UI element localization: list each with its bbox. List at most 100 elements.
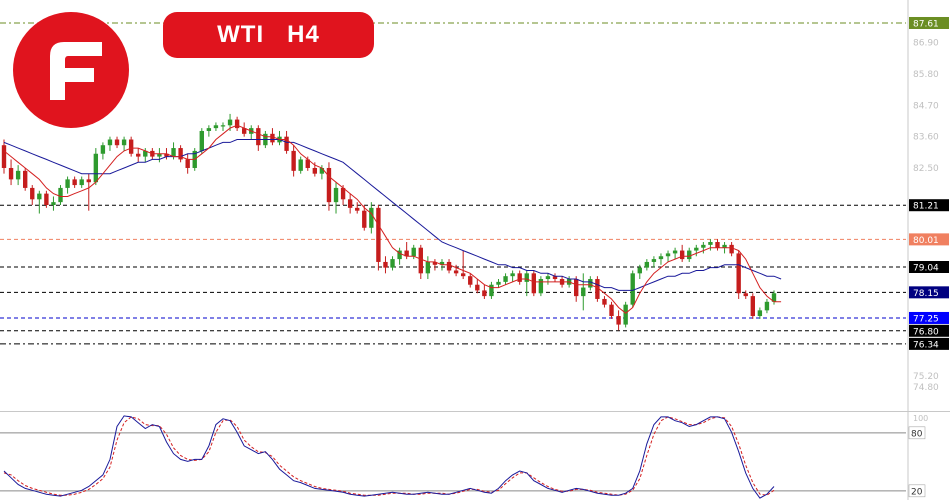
price-tick-label: 82.50 xyxy=(913,164,939,174)
candle-body xyxy=(51,202,56,205)
candle-body xyxy=(665,253,671,257)
candle-body xyxy=(227,119,233,126)
candle-body xyxy=(178,148,183,160)
candle-body xyxy=(86,179,91,183)
candle-body xyxy=(128,139,134,154)
candle-body xyxy=(687,250,692,260)
candle-body xyxy=(1,145,7,168)
candle-body xyxy=(143,150,148,157)
stoch-level-label: 20 xyxy=(911,487,923,497)
ma-fast-line xyxy=(3,124,782,314)
candle-body xyxy=(468,276,473,285)
candle-body xyxy=(658,256,664,260)
candle-body xyxy=(213,125,219,129)
candle-body xyxy=(715,242,720,248)
candle-body xyxy=(397,250,402,260)
stoch-level-tag xyxy=(908,484,926,498)
candle-body xyxy=(23,170,28,188)
candle-body xyxy=(37,193,42,200)
stoch-level-label: 80 xyxy=(911,429,923,439)
instrument-symbol: WTI xyxy=(217,21,265,48)
candle-body xyxy=(581,287,586,297)
candle-body xyxy=(517,273,522,282)
candle-body xyxy=(524,273,529,282)
candle-body xyxy=(319,167,325,174)
stoch-signal-line xyxy=(3,416,775,496)
level-price-label: 78.15 xyxy=(913,289,939,299)
price-tick-label: 83.60 xyxy=(913,133,939,143)
level-price-label: 79.04 xyxy=(913,264,939,274)
candle-body xyxy=(616,316,621,325)
candle-body xyxy=(595,279,600,299)
candle-body xyxy=(545,276,551,280)
candle-body xyxy=(496,281,501,285)
candle-body xyxy=(206,128,212,131)
stochastic-pane xyxy=(3,415,775,499)
timeframe-label: H4 xyxy=(287,21,320,48)
candle-body xyxy=(72,179,77,186)
candle-body xyxy=(729,244,734,254)
candle-body xyxy=(199,130,204,151)
price-tick-label: 84.70 xyxy=(913,101,939,111)
candle-body xyxy=(623,304,628,325)
candle-body xyxy=(383,261,388,268)
stoch-main-line xyxy=(3,415,775,499)
candle-body xyxy=(44,193,49,205)
level-price-label: 77.25 xyxy=(913,314,939,324)
candle-body xyxy=(672,250,678,254)
candle-body xyxy=(757,310,763,317)
candle-body xyxy=(220,125,226,127)
candle-body xyxy=(241,128,247,134)
candle-body xyxy=(651,259,657,262)
candle-body xyxy=(489,284,494,297)
level-price-tag xyxy=(909,286,949,299)
candle-body xyxy=(475,284,480,291)
candle-body xyxy=(404,250,409,257)
level-price-tag xyxy=(909,311,949,324)
candle-body xyxy=(722,244,727,248)
price-tick-label: 85.80 xyxy=(913,70,939,80)
candle-body xyxy=(390,259,395,268)
candle-body xyxy=(100,145,106,154)
candle-body xyxy=(107,139,113,146)
candle-body xyxy=(432,261,438,265)
ma-slow-line xyxy=(3,139,782,291)
candle-body xyxy=(305,159,310,168)
candle-body xyxy=(284,136,289,151)
candle-body xyxy=(637,267,642,274)
candle-body xyxy=(679,250,685,260)
candle-body xyxy=(362,210,367,228)
candle-body xyxy=(157,153,162,157)
brand-logo-mark xyxy=(13,12,129,128)
candle-body xyxy=(291,150,296,171)
candle-body xyxy=(15,170,21,180)
candle-body xyxy=(270,133,275,143)
level-price-label: 81.21 xyxy=(913,202,939,212)
level-price-tag xyxy=(909,199,949,212)
candle-body xyxy=(369,207,374,228)
candle-body xyxy=(453,270,459,274)
candle-body xyxy=(347,199,353,208)
candle-body xyxy=(644,261,650,268)
candle-body xyxy=(65,179,70,188)
candle-body xyxy=(439,261,445,265)
candle-body xyxy=(602,298,607,305)
candle-body xyxy=(114,139,120,146)
candle-body xyxy=(460,273,466,277)
candle-body xyxy=(510,273,515,277)
price-tick-label: 74.80 xyxy=(913,383,939,393)
candle-body xyxy=(503,276,508,282)
candle-body xyxy=(574,279,579,297)
candle-body xyxy=(446,261,452,271)
candle-body xyxy=(185,159,190,168)
stoch-tick-label: 100 xyxy=(913,414,928,423)
candle-body xyxy=(326,167,332,203)
level-price-tag xyxy=(909,16,949,29)
level-price-tag xyxy=(909,324,949,337)
candle-body xyxy=(411,247,416,257)
candle-body xyxy=(30,187,35,200)
candle-body xyxy=(482,290,487,297)
candle-body xyxy=(58,187,63,203)
